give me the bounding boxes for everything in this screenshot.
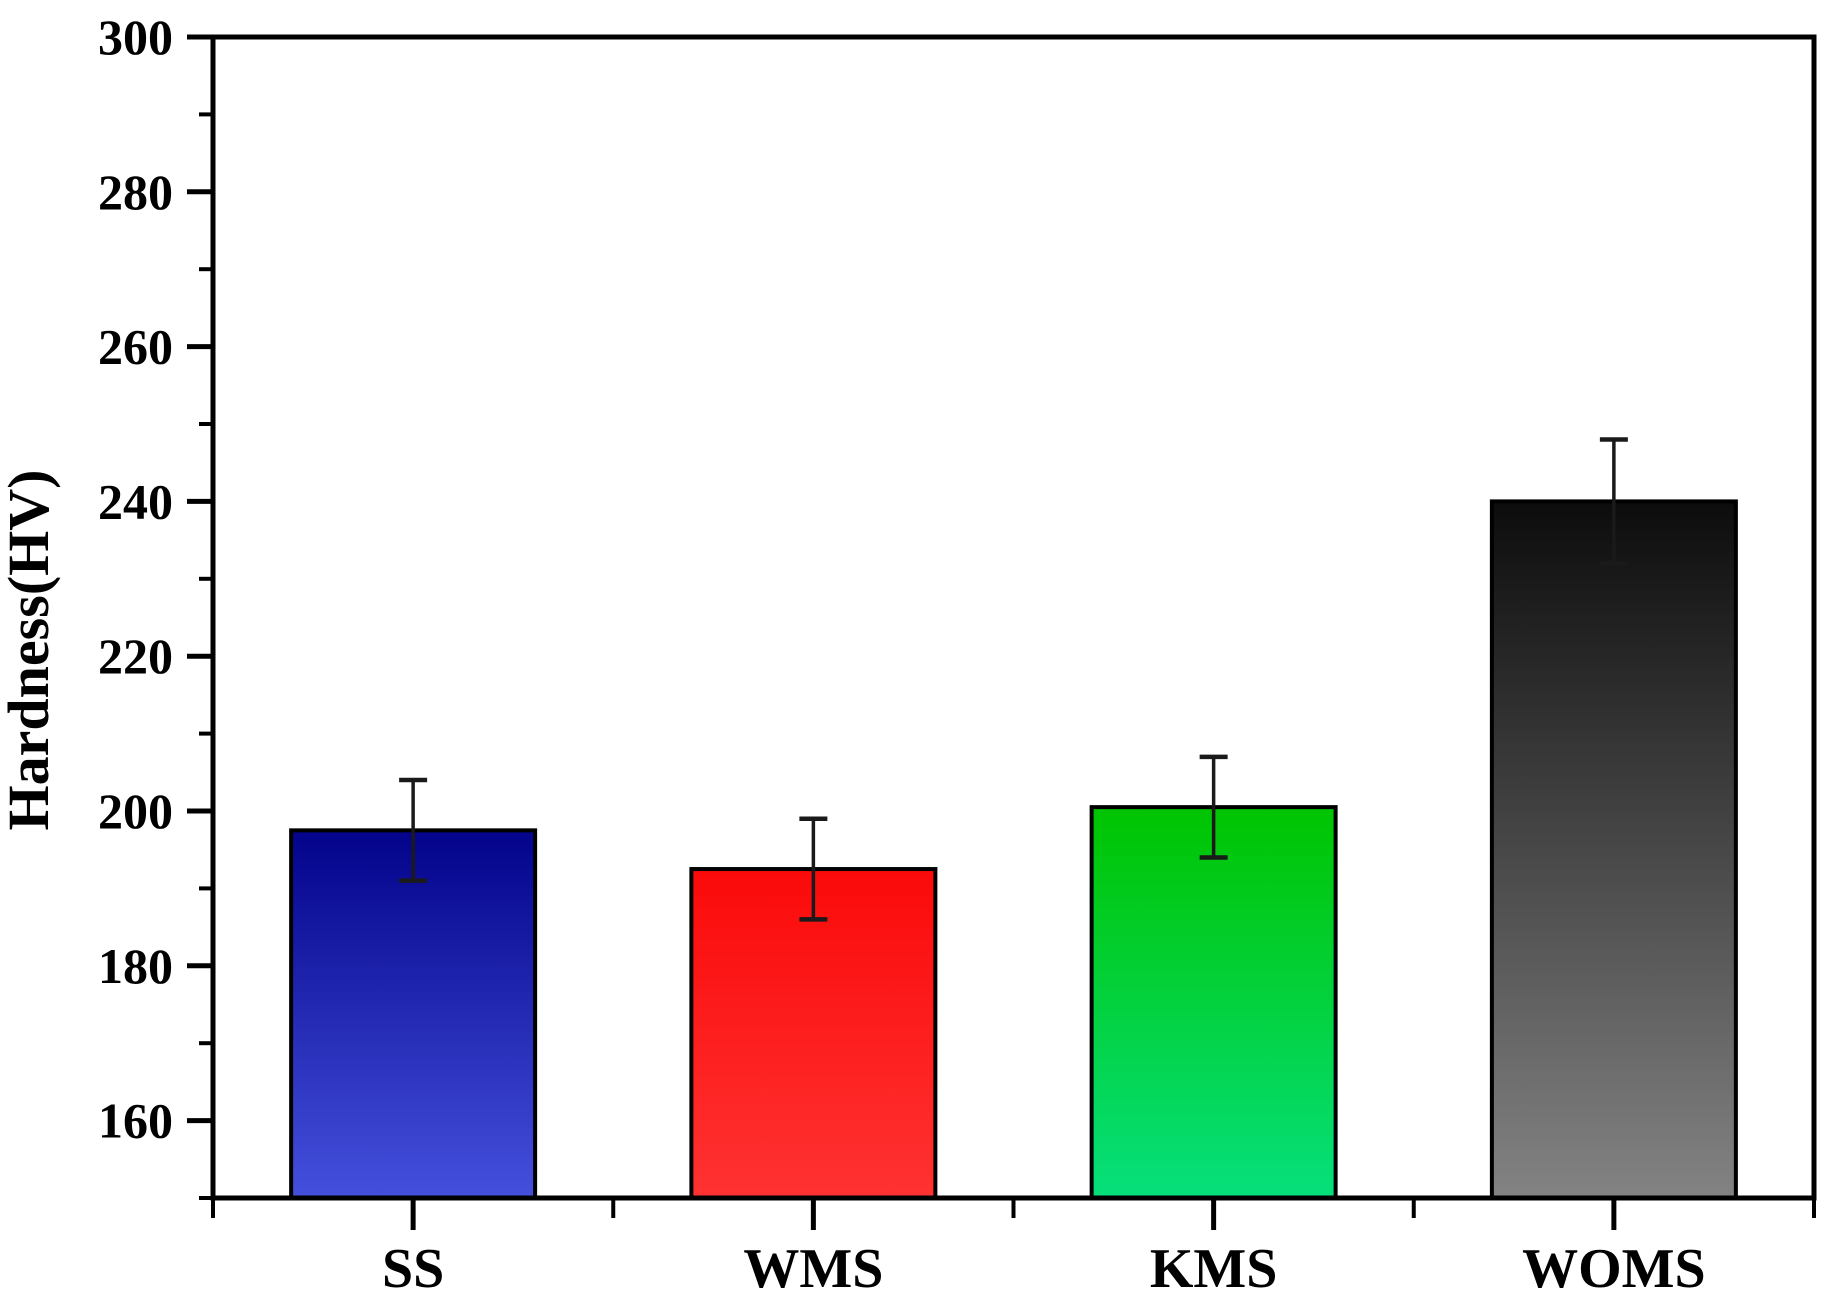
y-tick-label: 240	[98, 473, 173, 529]
y-tick-label: 220	[98, 628, 173, 684]
y-tick-label: 180	[98, 938, 173, 994]
y-tick-label: 160	[98, 1093, 173, 1149]
error-bar-kms	[1199, 754, 1228, 860]
y-tick-label: 200	[98, 783, 173, 839]
y-tick-label: 280	[98, 164, 173, 220]
y-axis-title: Hardness(HV)	[0, 470, 61, 831]
bar-woms	[1489, 499, 1738, 1200]
x-tick-label-wms: WMS	[743, 1238, 883, 1300]
chart-content: 160 180 200 220 240 260 280 300 SS WMS KMS WOMS	[98, 9, 1817, 1300]
bar-kms	[1089, 805, 1338, 1200]
x-tick-label-woms: WOMS	[1522, 1238, 1706, 1300]
x-tick-label-kms: KMS	[1150, 1238, 1278, 1300]
error-bar-woms	[1599, 437, 1628, 566]
bar-ss	[289, 828, 538, 1200]
y-tick-label: 260	[98, 319, 173, 375]
x-tick-label-ss: SS	[382, 1238, 444, 1300]
y-tick-label: 300	[98, 9, 173, 65]
error-bar-wms	[799, 816, 828, 922]
error-bar-ss	[399, 777, 428, 883]
